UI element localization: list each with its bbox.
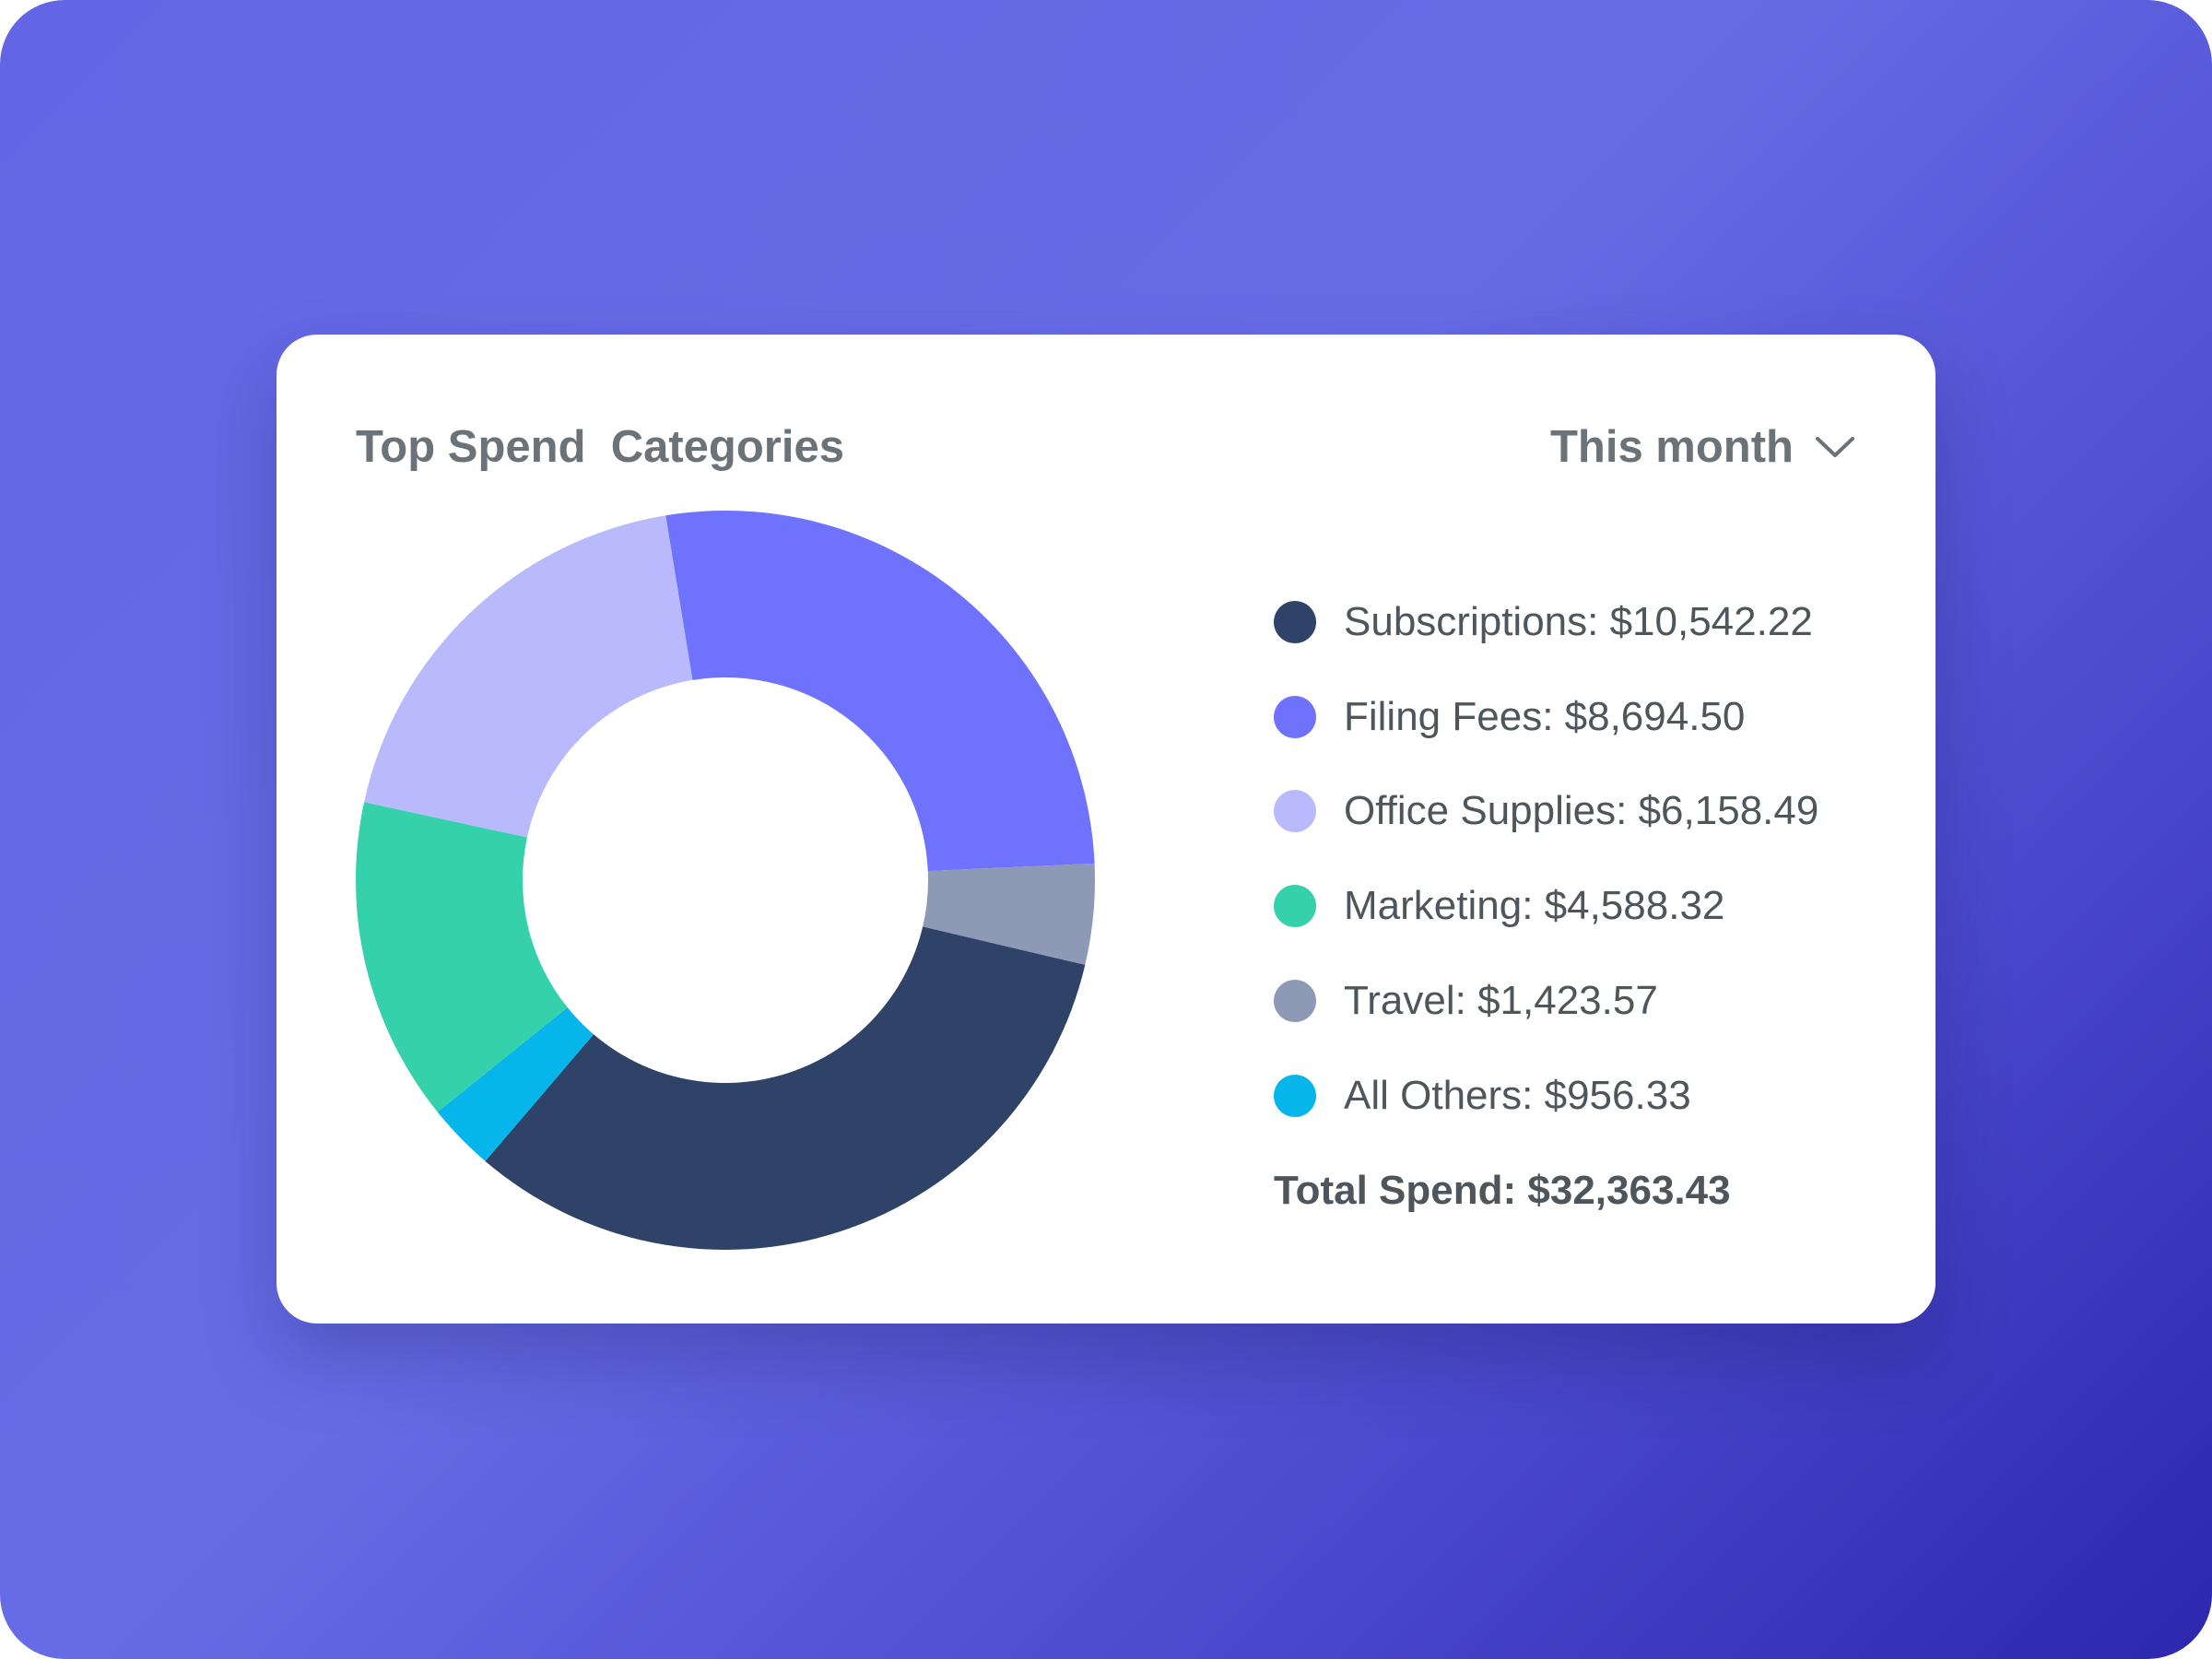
slice-all-others[interactable] [437,1006,594,1161]
legend-item: Filing Fees: $8,694.50 [1274,694,1745,740]
legend-label: All Others: $956.33 [1344,1072,1691,1118]
spend-card: Top Spend Categories This month Subscrip… [276,335,1936,1324]
slice-subscriptions[interactable] [485,926,1086,1250]
legend-item: Subscriptions: $10,542.22 [1274,599,1813,645]
slice-filing-fees[interactable] [665,511,1095,872]
legend-item: Office Supplies: $6,158.49 [1274,788,1818,834]
period-dropdown[interactable]: This month [1550,421,1856,473]
total-spend: Total Spend: $32,363.43 [1274,1168,1731,1213]
legend-item: Marketing: $4,588.32 [1274,883,1724,929]
legend-label: Travel: $1,423.57 [1344,977,1658,1023]
legend-dot-icon [1274,1074,1316,1117]
period-label: This month [1549,422,1794,472]
card-title: Top Spend Categories [356,422,844,472]
legend-dot-icon [1274,885,1316,928]
slice-marketing[interactable] [356,802,568,1112]
legend-dot-icon [1274,695,1316,738]
legend-dot-icon [1274,601,1316,643]
legend-item: Travel: $1,423.57 [1274,978,1658,1024]
legend-item: All Others: $956.33 [1274,1073,1691,1119]
slice-office-supplies[interactable] [364,515,693,838]
legend-dot-icon [1274,979,1316,1022]
legend-label: Filing Fees: $8,694.50 [1344,693,1746,739]
slice-travel[interactable] [923,863,1095,965]
legend-label: Office Supplies: $6,158.49 [1344,788,1819,834]
legend-label: Marketing: $4,588.32 [1344,883,1725,929]
legend-label: Subscriptions: $10,542.22 [1344,599,1813,644]
legend-dot-icon [1274,790,1316,833]
chevron-down-icon [1816,437,1854,457]
donut-chart [356,511,1095,1250]
